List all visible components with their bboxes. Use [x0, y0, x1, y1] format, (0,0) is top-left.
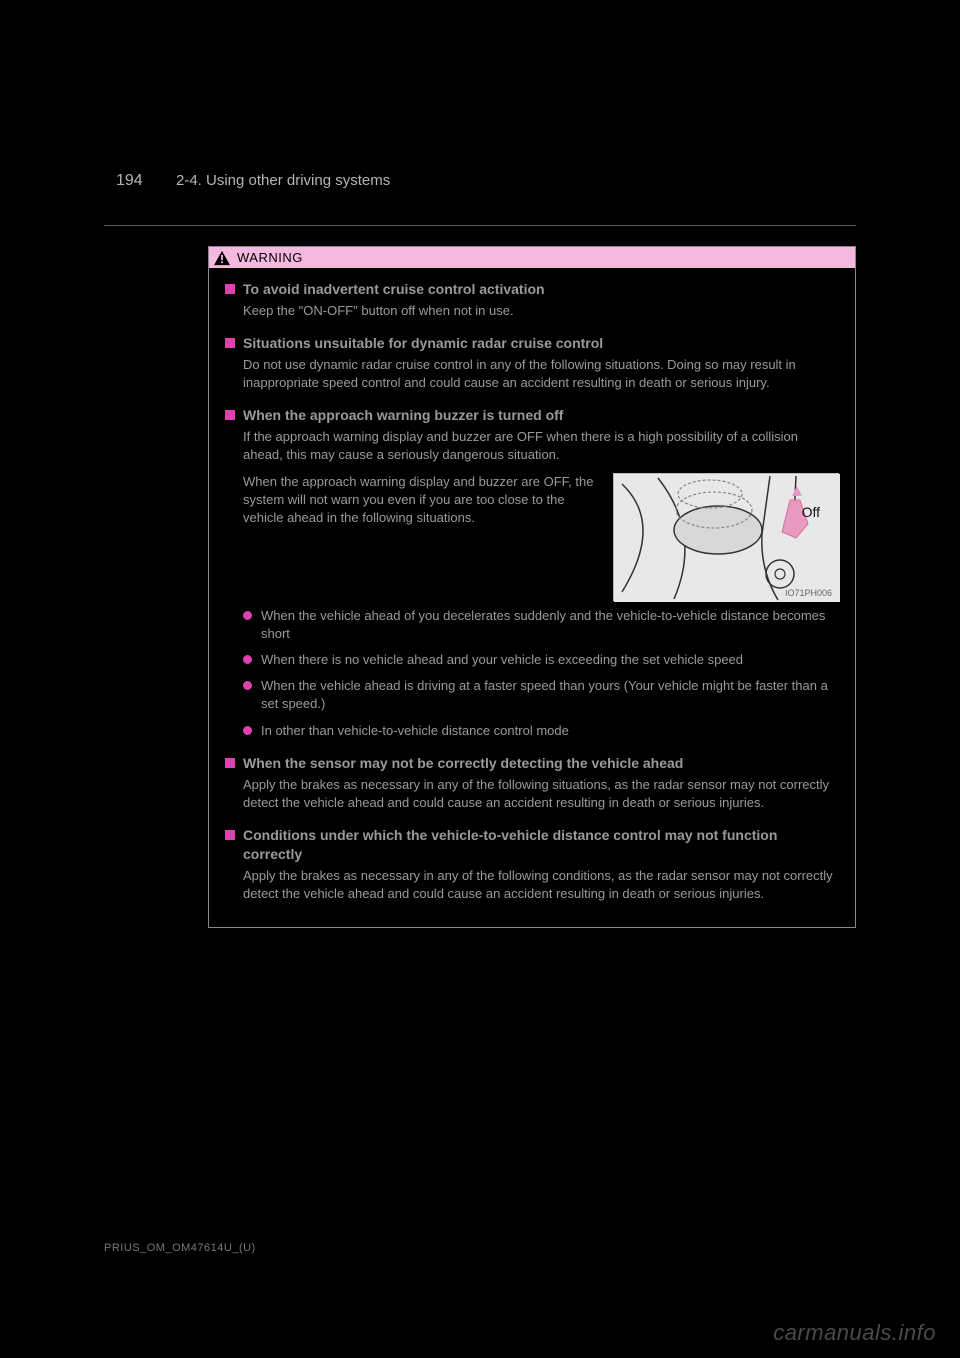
section-block: When the approach warning buzzer is turn… — [225, 406, 839, 739]
section-reference: 2-4. Using other driving systems — [176, 172, 390, 189]
section-title: To avoid inadvertent cruise control acti… — [243, 280, 545, 299]
warning-header: WARNING — [209, 247, 855, 268]
header-rule — [104, 225, 856, 226]
section-text: If the approach warning display and buzz… — [243, 428, 839, 464]
section-text: Do not use dynamic radar cruise control … — [243, 356, 839, 392]
square-bullet-icon — [225, 830, 235, 840]
bullet-text: In other than vehicle-to-vehicle distanc… — [261, 722, 569, 740]
square-bullet-icon — [225, 338, 235, 348]
bullet-text: When the vehicle ahead is driving at a f… — [261, 677, 839, 713]
list-item: When the vehicle ahead is driving at a f… — [243, 677, 839, 713]
section-title: When the sensor may not be correctly det… — [243, 754, 683, 773]
list-item: In other than vehicle-to-vehicle distanc… — [243, 722, 839, 740]
figure-code: IO71PH006 — [785, 588, 832, 598]
section-block: When the sensor may not be correctly det… — [225, 754, 839, 812]
bullet-text: When there is no vehicle ahead and your … — [261, 651, 743, 669]
figure-off-label: Off — [802, 504, 820, 520]
figure-illustration: Off IO71PH006 — [613, 473, 839, 601]
square-bullet-icon — [225, 758, 235, 768]
section-block: Conditions under which the vehicle-to-ve… — [225, 826, 839, 903]
square-bullet-icon — [225, 284, 235, 294]
list-item: When the vehicle ahead of you decelerate… — [243, 607, 839, 643]
paragraph: Apply the brakes as necessary in any of … — [243, 776, 839, 812]
paragraph: Do not use dynamic radar cruise control … — [243, 356, 839, 392]
watermark: carmanuals.info — [773, 1320, 936, 1346]
footer-code: PRIUS_OM_OM47614U_(U) — [104, 1242, 256, 1254]
warning-label: WARNING — [237, 250, 303, 265]
square-bullet-icon — [225, 410, 235, 420]
paragraph: If the approach warning display and buzz… — [243, 428, 839, 464]
paragraph: Apply the brakes as necessary in any of … — [243, 867, 839, 903]
warning-box: WARNING To avoid inadvertent cruise cont… — [208, 246, 856, 928]
section-text: Apply the brakes as necessary in any of … — [243, 776, 839, 812]
section-title: Situations unsuitable for dynamic radar … — [243, 334, 603, 353]
round-bullet-icon — [243, 681, 252, 690]
section-block: Situations unsuitable for dynamic radar … — [225, 334, 839, 392]
bullet-list: When the vehicle ahead of you decelerate… — [243, 607, 839, 740]
warning-body: To avoid inadvertent cruise control acti… — [209, 268, 855, 927]
section-title: When the approach warning buzzer is turn… — [243, 406, 563, 425]
round-bullet-icon — [243, 726, 252, 735]
section-title: Conditions under which the vehicle-to-ve… — [243, 826, 839, 864]
section-text: Keep the "ON-OFF" button off when not in… — [243, 302, 839, 320]
section-block: To avoid inadvertent cruise control acti… — [225, 280, 839, 320]
page-number: 194 — [116, 172, 143, 190]
section-text: Apply the brakes as necessary in any of … — [243, 867, 839, 903]
bullet-text: When the vehicle ahead of you decelerate… — [261, 607, 839, 643]
paragraph: When the approach warning display and bu… — [243, 473, 601, 528]
round-bullet-icon — [243, 655, 252, 664]
warning-triangle-icon — [213, 250, 231, 266]
round-bullet-icon — [243, 611, 252, 620]
list-item: When there is no vehicle ahead and your … — [243, 651, 839, 669]
paragraph: Keep the "ON-OFF" button off when not in… — [243, 302, 839, 320]
